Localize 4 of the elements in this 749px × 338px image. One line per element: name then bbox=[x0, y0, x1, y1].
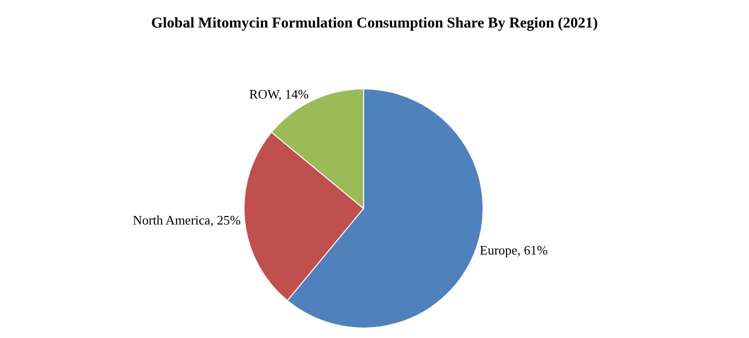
slice-label: North America, 25% bbox=[132, 212, 241, 228]
slice-label: Europe, 61% bbox=[480, 242, 548, 258]
slice-label: ROW, 14% bbox=[249, 86, 309, 102]
chart-title: Global Mitomycin Formulation Consumption Share By Region (2021) bbox=[151, 15, 598, 32]
